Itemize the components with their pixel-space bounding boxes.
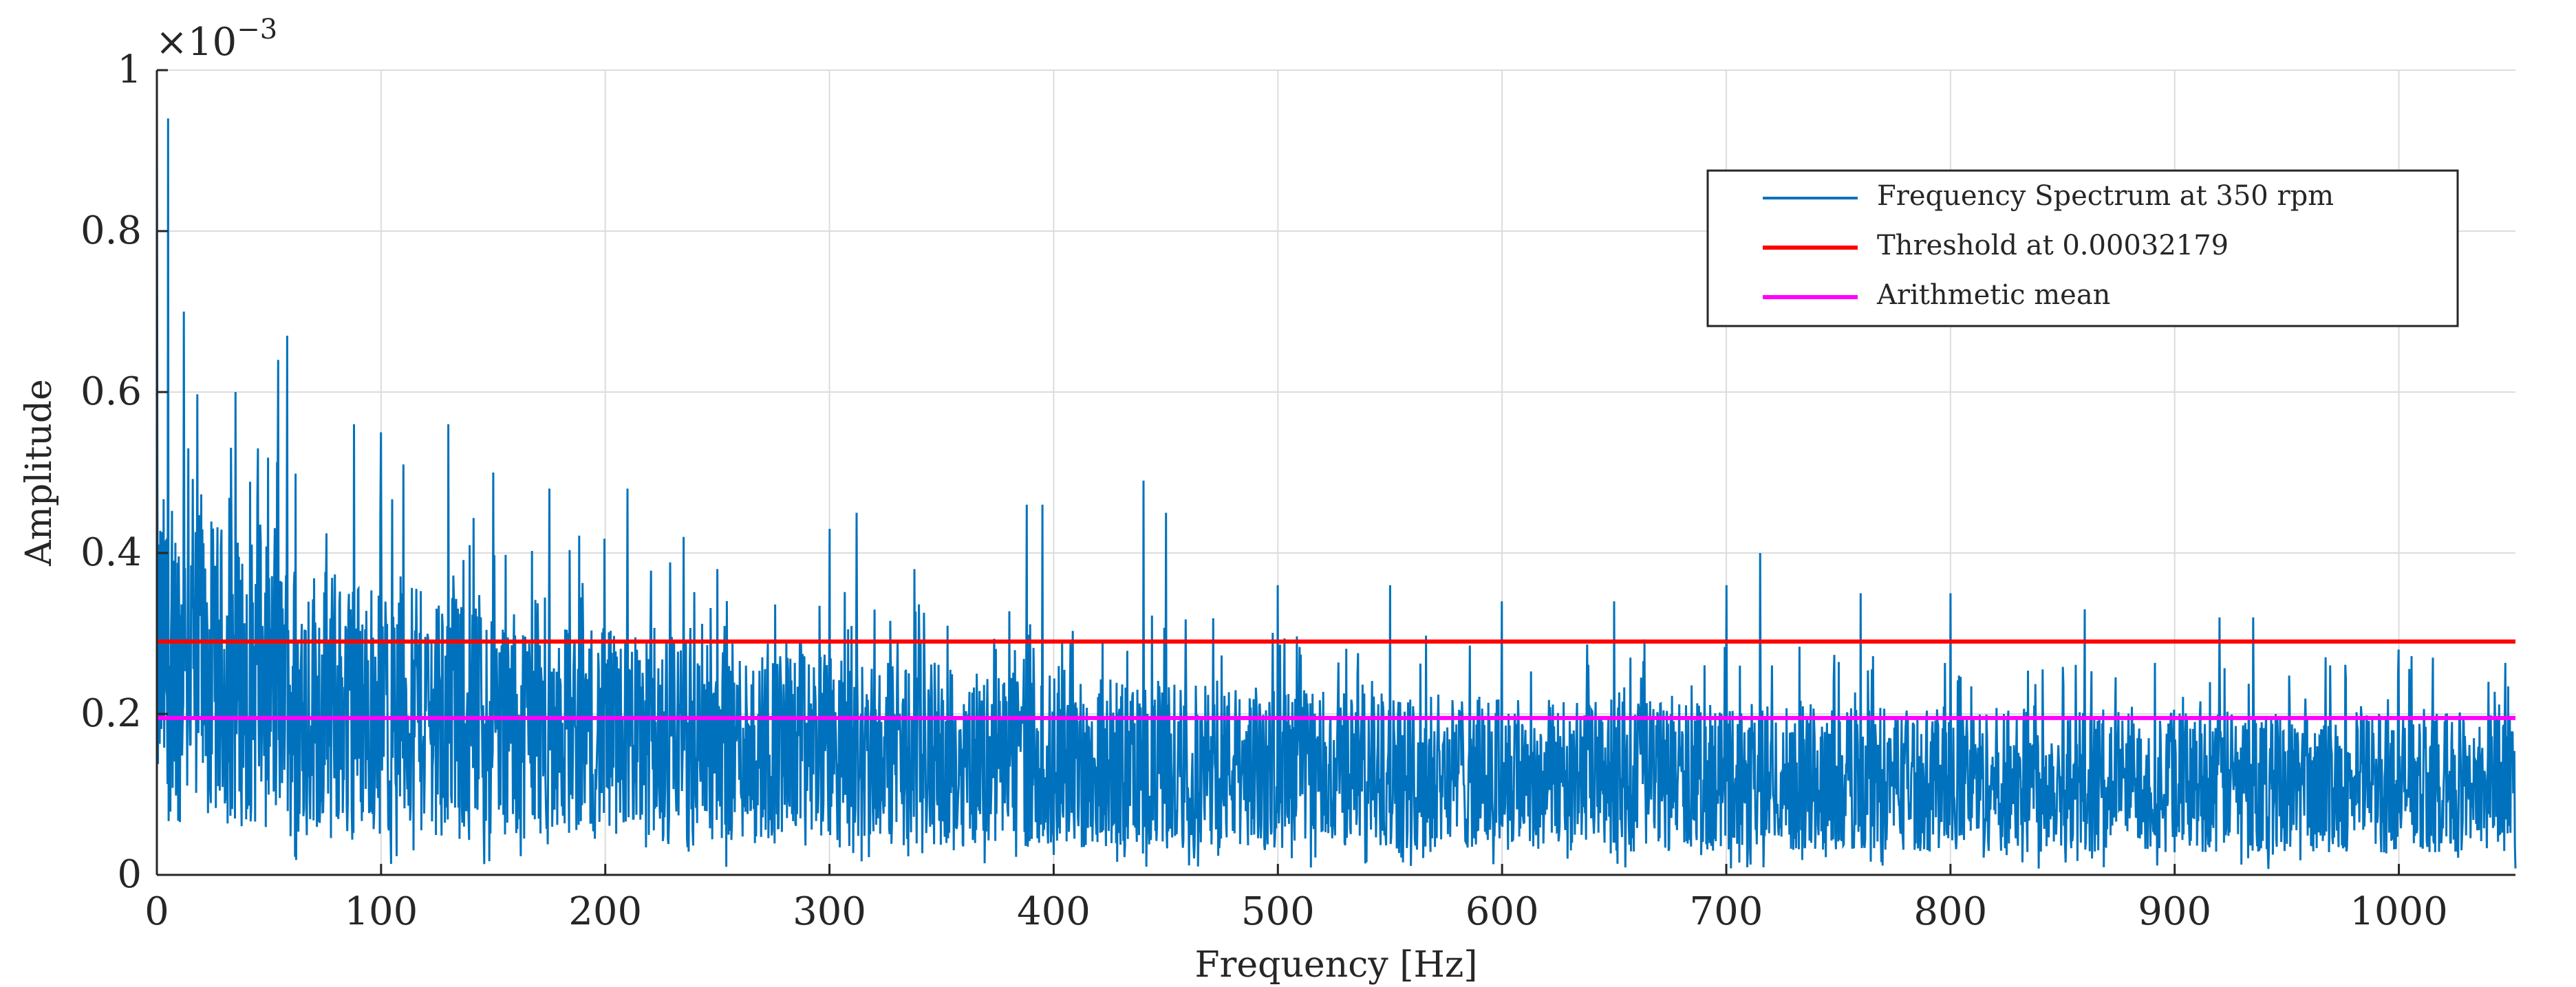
- axes: [155, 69, 2515, 876]
- x-tick-label: 200: [568, 889, 642, 934]
- y-tick-label: 0.8: [80, 208, 142, 253]
- x-tick-label: 900: [2138, 889, 2211, 934]
- series-layer: [155, 69, 2517, 869]
- x-axis-label: Frequency [Hz]: [1194, 944, 1477, 986]
- x-tick-label: 600: [1466, 889, 1539, 934]
- x-tick-label: 100: [344, 889, 418, 934]
- y-tick-label: 1: [117, 47, 142, 92]
- y-axis-label: Amplitude: [19, 379, 60, 567]
- spectrum-series-line: [155, 69, 2517, 869]
- y-tick-label: 0.6: [80, 369, 142, 414]
- y-exponent-power: −3: [237, 14, 277, 45]
- y-exponent-label: ×10−3: [155, 14, 277, 65]
- x-tick-label: 300: [793, 889, 866, 934]
- x-tick-label: 0: [144, 889, 169, 934]
- x-tick-label: 400: [1017, 889, 1091, 934]
- legend-label-threshold: Threshold at 0.00032179: [1877, 230, 2229, 261]
- x-tick-label: 800: [1913, 889, 1987, 934]
- x-tick-label: 1000: [2350, 889, 2448, 934]
- y-tick-label: 0.4: [80, 530, 142, 575]
- legend-label-mean: Arithmetic mean: [1876, 279, 2110, 311]
- y-tick-label: 0: [117, 852, 142, 897]
- y-exponent-base: ×10: [155, 20, 237, 65]
- y-tick-label: 0.2: [80, 691, 142, 736]
- legend: Frequency Spectrum at 350 rpm Threshold …: [1706, 169, 2459, 327]
- legend-label-spectrum: Frequency Spectrum at 350 rpm: [1877, 180, 2334, 212]
- x-tick-label: 500: [1241, 889, 1315, 934]
- x-tick-label: 700: [1690, 889, 1763, 934]
- tick-labels: 0 100 200 300 400 500 600 700 800 900 1000 0 0.2 0.4 0…: [80, 47, 2448, 934]
